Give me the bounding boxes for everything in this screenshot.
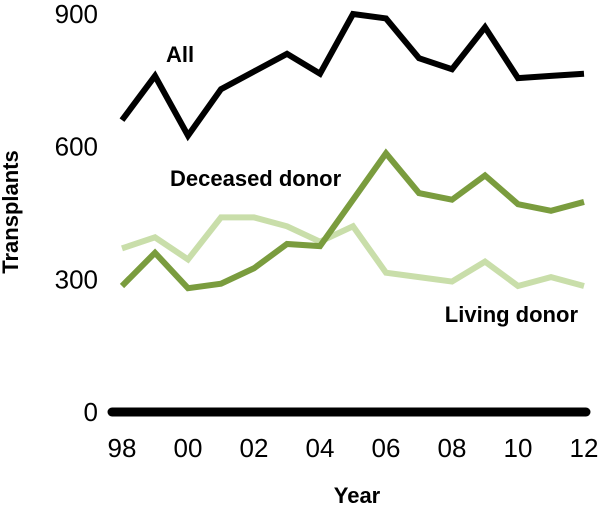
x-tick-label: 00: [174, 433, 203, 463]
x-tick-label: 98: [108, 433, 137, 463]
series-line-all: [119, 10, 585, 142]
y-axis-title: Transplants: [0, 150, 23, 273]
x-tick-label: 12: [570, 433, 599, 463]
x-tick-labels: 98 00 02 04 06 08 10 12: [108, 433, 599, 463]
series-labels: All Deceased donor Living donor: [166, 42, 578, 327]
x-tick-label: 04: [306, 433, 335, 463]
series-label-living-donor: Living donor: [445, 302, 579, 327]
y-tick-label: 0: [84, 397, 98, 427]
x-axis-title: Year: [334, 483, 381, 508]
x-tick-label: 06: [372, 433, 401, 463]
y-tick-label: 600: [55, 132, 98, 162]
series-layer: [119, 10, 585, 292]
series-line-living-donor: [121, 214, 585, 290]
series-line-deceased-donor: [119, 148, 585, 292]
y-tick-label: 900: [55, 0, 98, 29]
x-tick-label: 10: [504, 433, 533, 463]
y-tick-labels: 0 300 600 900: [55, 0, 98, 427]
series-label-all: All: [166, 42, 194, 67]
y-tick-label: 300: [55, 264, 98, 294]
x-tick-label: 08: [438, 433, 467, 463]
x-tick-label: 02: [240, 433, 269, 463]
series-label-deceased-donor: Deceased donor: [170, 166, 342, 191]
